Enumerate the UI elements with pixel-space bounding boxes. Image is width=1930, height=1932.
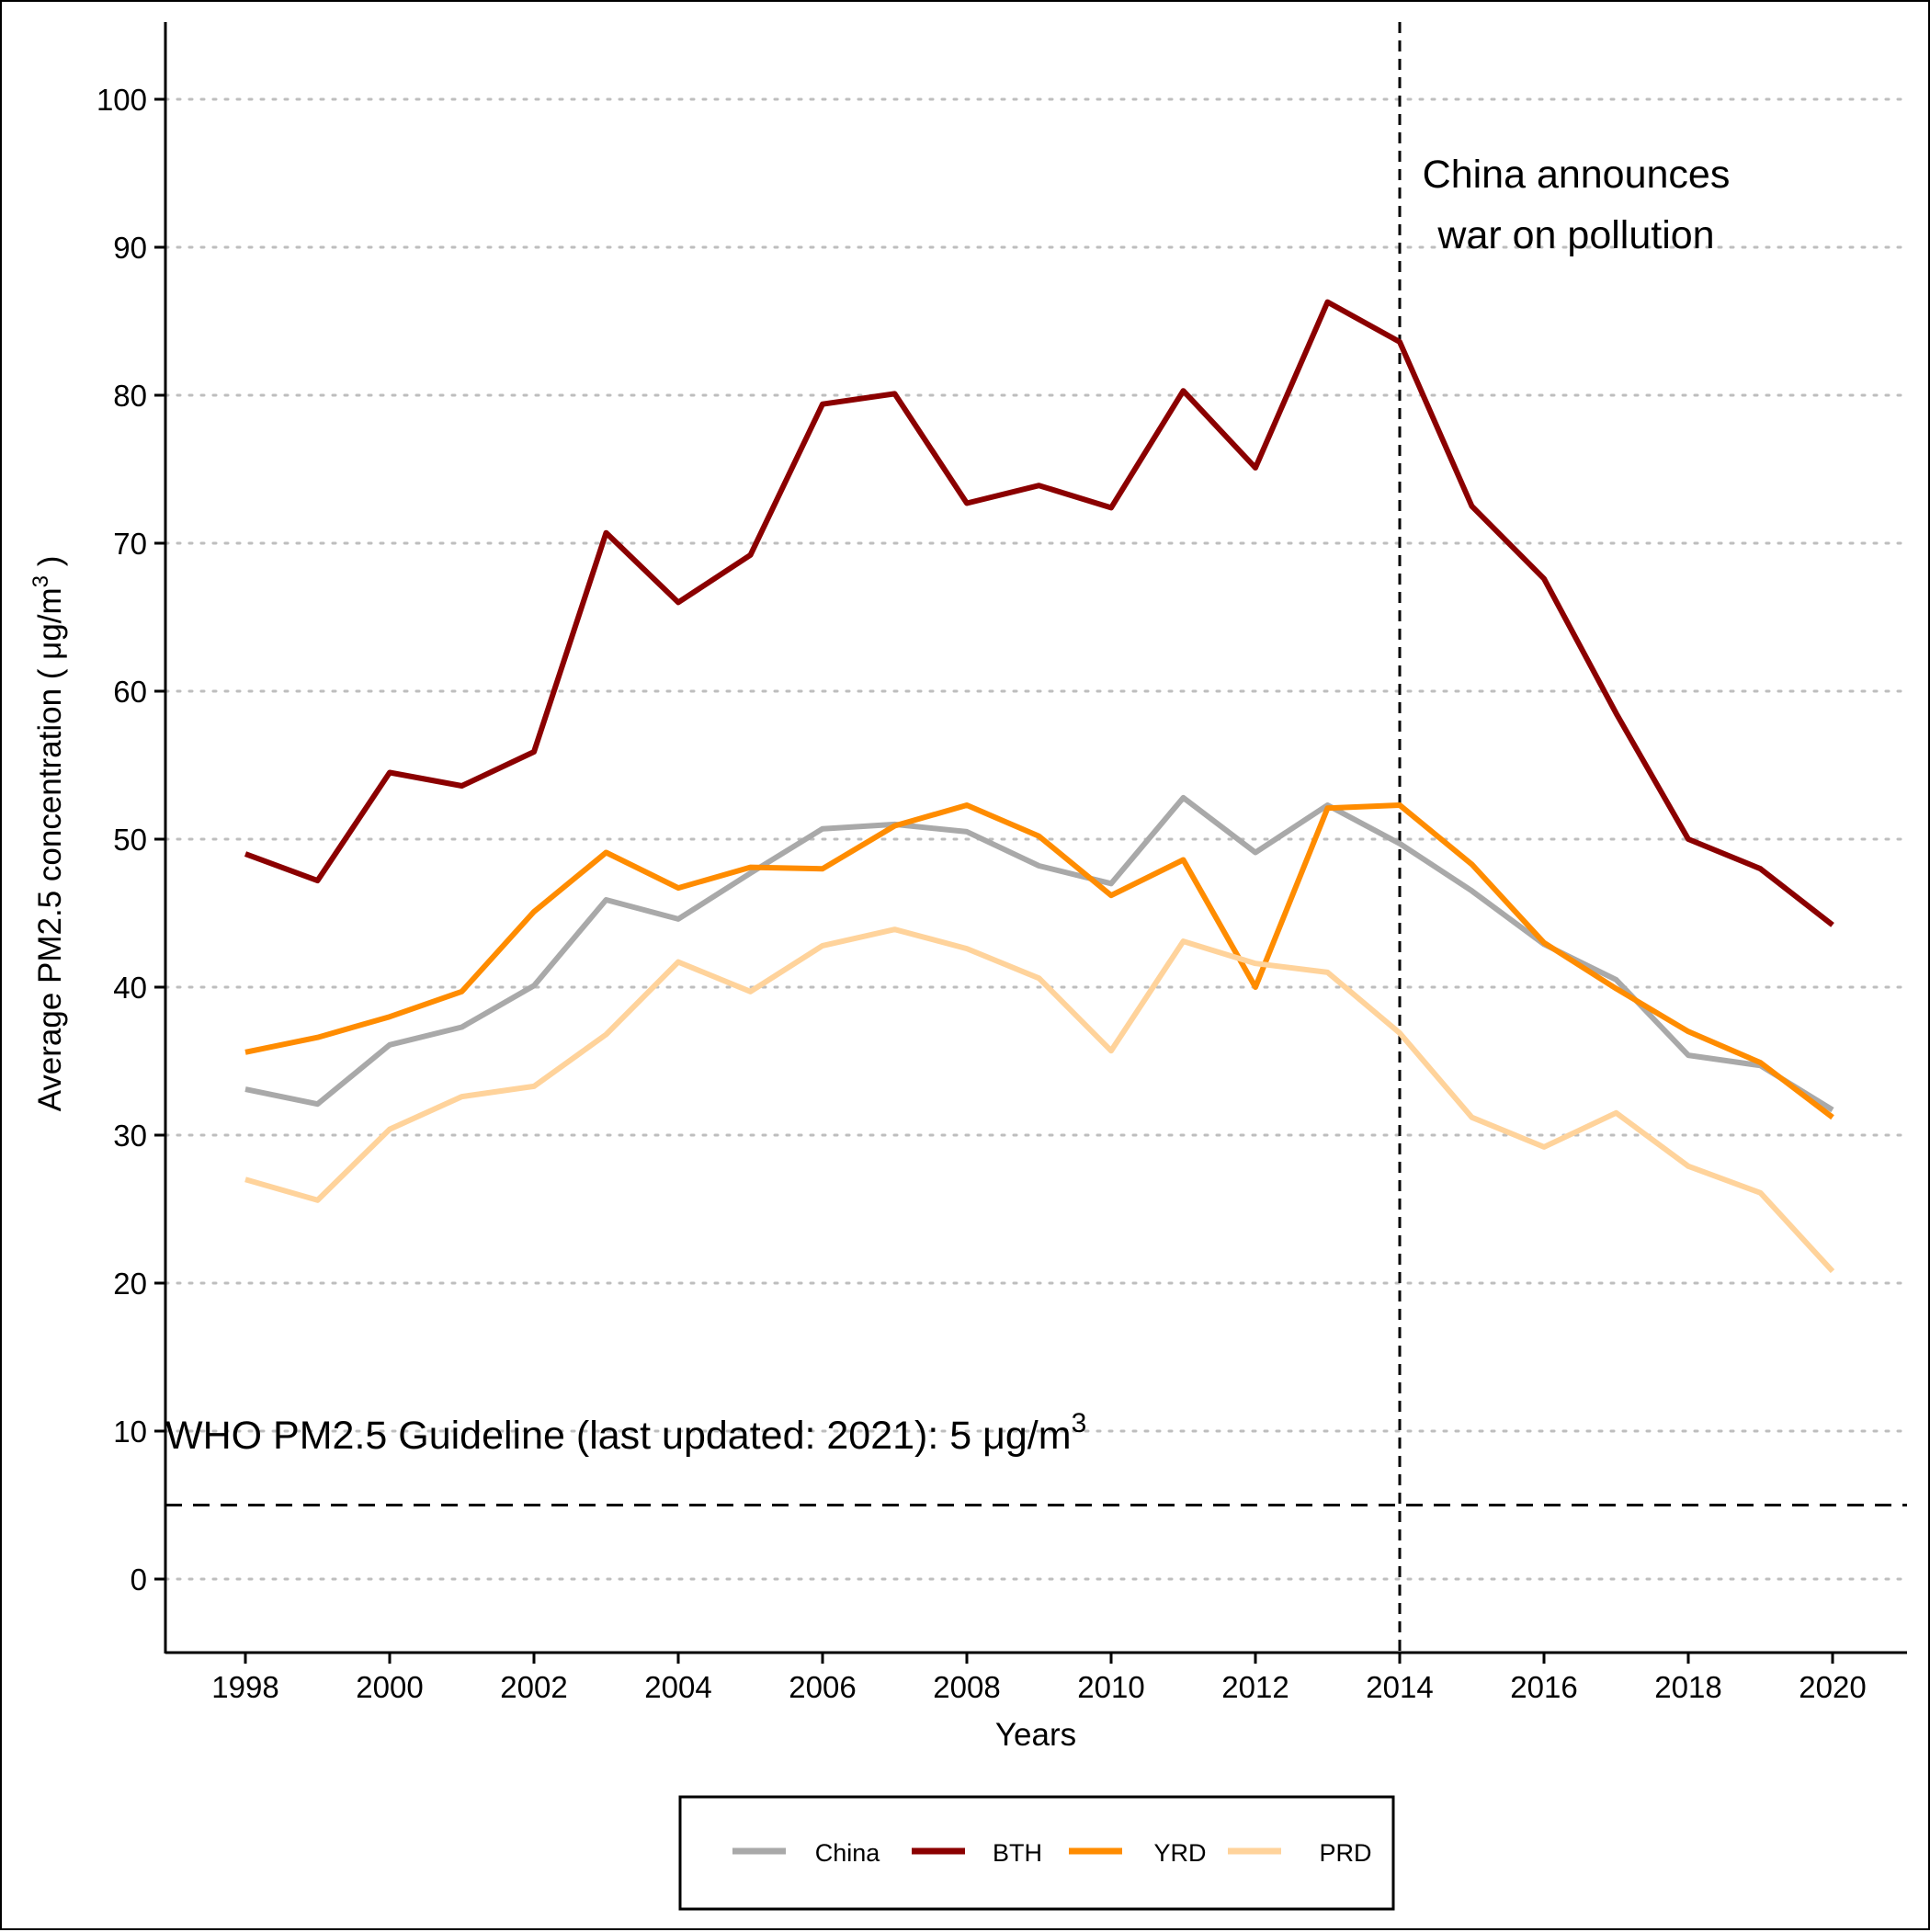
x-tick-label-2020: 2020 bbox=[1799, 1670, 1866, 1704]
x-tick-label-2004: 2004 bbox=[644, 1670, 711, 1704]
y-axis-ticks: 0 10 20 30 40 50 60 70 80 90 100 bbox=[96, 83, 165, 1597]
x-tick-label-2012: 2012 bbox=[1221, 1670, 1289, 1704]
y-tick-label-60: 60 bbox=[113, 675, 147, 709]
y-tick-label-50: 50 bbox=[113, 823, 147, 857]
reference-lines bbox=[165, 22, 1907, 1653]
grid-lines bbox=[164, 97, 1909, 1581]
y-axis-title-superscript: 3 bbox=[28, 575, 53, 587]
who-guideline-label-main: WHO PM2.5 Guideline (last updated: 2021)… bbox=[165, 1414, 1072, 1458]
x-tick-label-2008: 2008 bbox=[933, 1670, 1000, 1704]
y-tick-label-90: 90 bbox=[113, 231, 147, 265]
legend-label-prd: PRD bbox=[1319, 1839, 1371, 1867]
y-axis-title: Average PM2.5 concentration ( μg/m3 ) bbox=[28, 556, 68, 1112]
series-line-prd bbox=[244, 926, 1835, 1274]
y-tick-label-80: 80 bbox=[113, 379, 147, 413]
x-axis-title: Years bbox=[995, 1717, 1076, 1753]
x-tick-label-2014: 2014 bbox=[1366, 1670, 1433, 1704]
legend-label-bth: BTH bbox=[993, 1839, 1042, 1867]
x-tick-label-2000: 2000 bbox=[356, 1670, 423, 1704]
y-tick-label-40: 40 bbox=[113, 971, 147, 1005]
series-line-china bbox=[244, 794, 1834, 1113]
series-lines bbox=[244, 299, 1835, 1274]
y-axis-title-main: Average PM2.5 concentration ( μg/m bbox=[32, 587, 68, 1111]
y-axis-title-suffix: ) bbox=[32, 556, 68, 575]
y-tick-label-20: 20 bbox=[113, 1267, 147, 1301]
y-tick-label-10: 10 bbox=[113, 1415, 147, 1449]
x-axis-ticks: 1998 2000 2002 2004 2006 2008 2010 2012 2014 2016… bbox=[211, 1653, 1867, 1704]
x-tick-label-2010: 2010 bbox=[1077, 1670, 1144, 1704]
series-line-bth bbox=[244, 299, 1834, 927]
x-tick-label-2016: 2016 bbox=[1510, 1670, 1577, 1704]
legend: China BTH YRD PRD bbox=[678, 1795, 1395, 1911]
y-tick-label-70: 70 bbox=[113, 527, 147, 561]
who-guideline-label: WHO PM2.5 Guideline (last updated: 2021)… bbox=[165, 1408, 1086, 1458]
y-tick-label-0: 0 bbox=[131, 1563, 147, 1597]
y-tick-label-100: 100 bbox=[96, 83, 147, 117]
series-line-yrd bbox=[244, 802, 1834, 1120]
who-guideline-label-superscript: 3 bbox=[1072, 1408, 1087, 1438]
y-tick-label-30: 30 bbox=[113, 1119, 147, 1153]
x-tick-label-2002: 2002 bbox=[500, 1670, 567, 1704]
x-tick-label-2006: 2006 bbox=[789, 1670, 856, 1704]
legend-label-china: China bbox=[815, 1839, 881, 1867]
war-on-pollution-label-line2: war on pollution bbox=[1436, 213, 1714, 257]
war-on-pollution-label-line1: China announces bbox=[1423, 153, 1731, 197]
x-tick-label-2018: 2018 bbox=[1654, 1670, 1721, 1704]
legend-label-yrd: YRD bbox=[1153, 1839, 1206, 1867]
x-tick-label-1998: 1998 bbox=[211, 1670, 278, 1704]
